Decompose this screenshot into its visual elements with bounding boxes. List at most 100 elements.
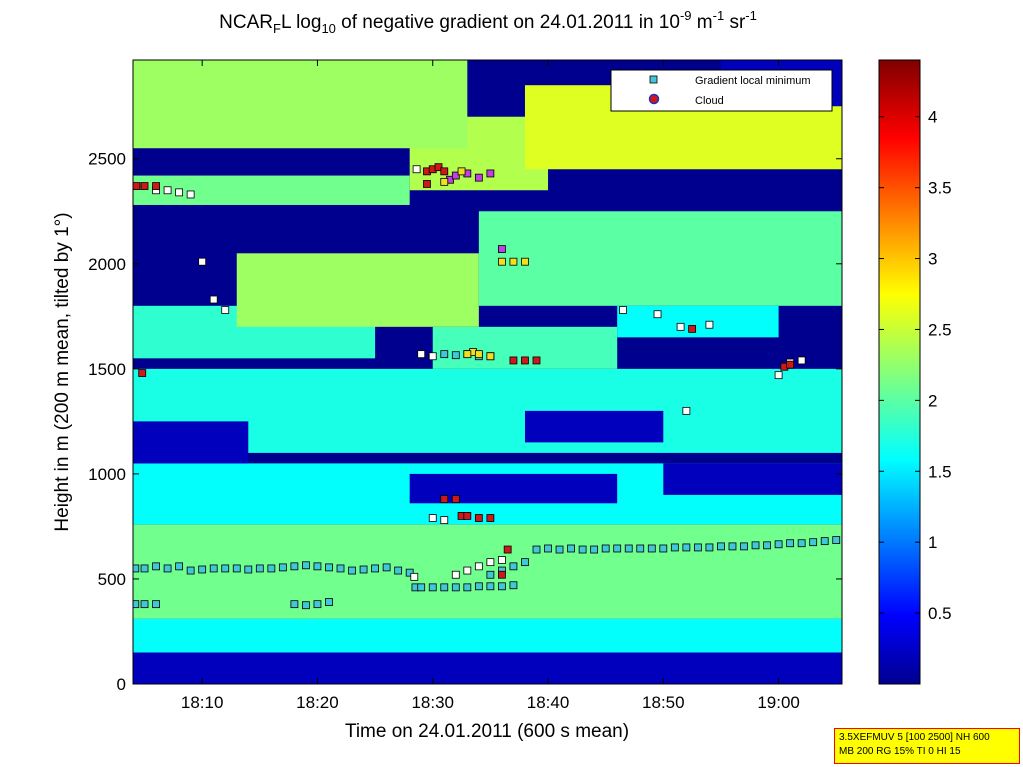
gradient-minimum-marker: [140, 600, 149, 609]
gradient-minimum-marker: [152, 600, 160, 609]
title-prefix: NCAR: [219, 12, 273, 33]
gradient-minimum-marker: [797, 539, 806, 548]
cloud-marker: [451, 495, 460, 504]
gradient-minimum-marker: [624, 544, 633, 553]
colorbar-tick-label: 3.5: [928, 179, 952, 198]
cloud-yellow-marker: [440, 177, 449, 186]
markers: [133, 163, 841, 610]
gradient-minimum-marker: [302, 601, 310, 610]
heatmap-band-layer-1800-2050: [236, 253, 479, 327]
info-box: 3.5XEFMUV 5 [100 2500] NH 600 MB 200 RG …: [834, 728, 1020, 764]
gradient-minimum-marker: [463, 583, 472, 592]
gradient-minimum-marker: [498, 582, 506, 591]
plot-frame: [132, 59, 843, 685]
gradient-minimum-white-marker: [463, 566, 472, 575]
gradient-minimum-white-marker: [653, 310, 662, 319]
cloud-marker: [474, 514, 483, 522]
y-tick-label: 500: [98, 570, 126, 589]
y-tick-label: 2000: [88, 255, 126, 274]
gradient-minimum-marker: [359, 565, 368, 574]
legend-box: [610, 69, 833, 112]
cloud-yellow-marker: [474, 350, 483, 359]
gradient-minimum-white-marker: [175, 188, 184, 197]
legend-minimum-marker: [649, 75, 658, 84]
gradient-minimum-marker: [809, 538, 818, 547]
gradient-minimum-marker: [717, 542, 725, 551]
gradient-minimum-white-marker: [186, 190, 195, 199]
gradient-minimum-marker: [751, 541, 760, 550]
y-tick-label: 1000: [88, 465, 126, 484]
cloud-marker: [486, 514, 495, 522]
colorbar-tick-label: 0.5: [928, 604, 952, 623]
x-tick-label: 18:30: [411, 693, 454, 712]
title-sup3: -1: [745, 8, 757, 23]
colorbar-tick-label: 2.5: [928, 320, 952, 339]
gradient-minimum-marker: [133, 600, 140, 609]
gradient-minimum-white-marker: [486, 558, 495, 567]
cloud-marker: [140, 182, 149, 190]
cloud-magenta-marker: [498, 245, 506, 253]
gradient-minimum-marker: [682, 543, 691, 552]
cloud-yellow-marker: [509, 257, 518, 266]
gradient-minimum-marker: [509, 562, 518, 571]
heatmap-band-ground: [133, 652, 842, 684]
cloud-magenta-marker: [451, 171, 460, 180]
x-tick-label: 18:40: [527, 693, 570, 712]
gradient-minimum-marker: [221, 564, 230, 573]
y-axis-label: Height in m (200 m mean, tilted by 1°): [52, 212, 73, 531]
gradient-minimum-marker: [567, 544, 575, 553]
gradient-minimum-marker: [428, 583, 437, 592]
gradient-minimum-marker: [705, 543, 714, 552]
gradient-minimum-white-marker: [410, 572, 419, 581]
title-mid1: L log: [281, 12, 322, 33]
x-tick-label: 18:50: [642, 693, 685, 712]
gradient-minimum-marker: [394, 566, 403, 575]
cloud-magenta-marker: [486, 169, 495, 178]
info-line-1: 3.5XEFMUV 5 [100 2500] NH 600: [839, 732, 990, 743]
gradient-minimum-marker: [133, 564, 140, 573]
gradient-minimum-marker: [163, 564, 172, 573]
gradient-minimum-marker: [601, 544, 610, 553]
cloud-yellow-marker: [521, 257, 529, 266]
heatmap-band-gap-1150: [133, 421, 249, 464]
gradient-minimum-marker: [198, 565, 207, 574]
cloud-marker: [503, 545, 512, 554]
gradient-minimum-white-marker: [412, 165, 421, 174]
gradient-minimum-marker: [451, 583, 460, 592]
cloud-marker: [463, 512, 472, 520]
gradient-minimum-marker: [290, 562, 299, 571]
info-line-2: MB 200 RG 15% TI 0 HI 15: [839, 746, 961, 757]
gradient-minimum-marker: [613, 544, 622, 553]
colorbar-tick-label: 2: [928, 391, 937, 410]
cloud-marker: [138, 369, 147, 377]
gradient-minimum-marker: [486, 582, 495, 591]
gradient-minimum-marker: [693, 543, 702, 552]
gradient-minimum-marker: [740, 542, 748, 551]
gradient-minimum-marker: [532, 545, 541, 554]
gradient-minimum-marker: [555, 545, 564, 554]
cloud-marker: [440, 495, 449, 504]
gradient-minimum-marker: [440, 350, 449, 359]
chart-title: NCARFL log10 of negative gradient on 24.…: [219, 8, 757, 36]
gradient-minimum-marker: [152, 562, 160, 571]
gradient-minimum-marker: [140, 564, 149, 573]
cloud-marker: [786, 360, 795, 369]
title-mid4: sr: [724, 12, 746, 33]
gradient-minimum-marker: [209, 564, 218, 573]
x-tick-label: 18:20: [296, 693, 339, 712]
cloud-yellow-marker: [498, 257, 506, 266]
cloud-marker: [434, 163, 443, 172]
gradient-minimum-marker: [659, 544, 668, 553]
gradient-minimum-white-marker: [209, 295, 218, 304]
y-tick-label: 0: [117, 675, 126, 694]
gradient-minimum-white-marker: [221, 306, 230, 314]
gradient-minimum-marker: [175, 562, 184, 571]
cloud-marker: [498, 570, 506, 579]
gradient-minimum-marker: [255, 564, 264, 573]
gradient-minimum-white-marker: [619, 306, 627, 314]
gradient-minimum-white-marker: [474, 562, 483, 571]
gradient-minimum-marker: [647, 544, 656, 553]
gradient-minimum-marker: [382, 563, 391, 572]
heatmap-band-gap-1300: [524, 410, 664, 443]
